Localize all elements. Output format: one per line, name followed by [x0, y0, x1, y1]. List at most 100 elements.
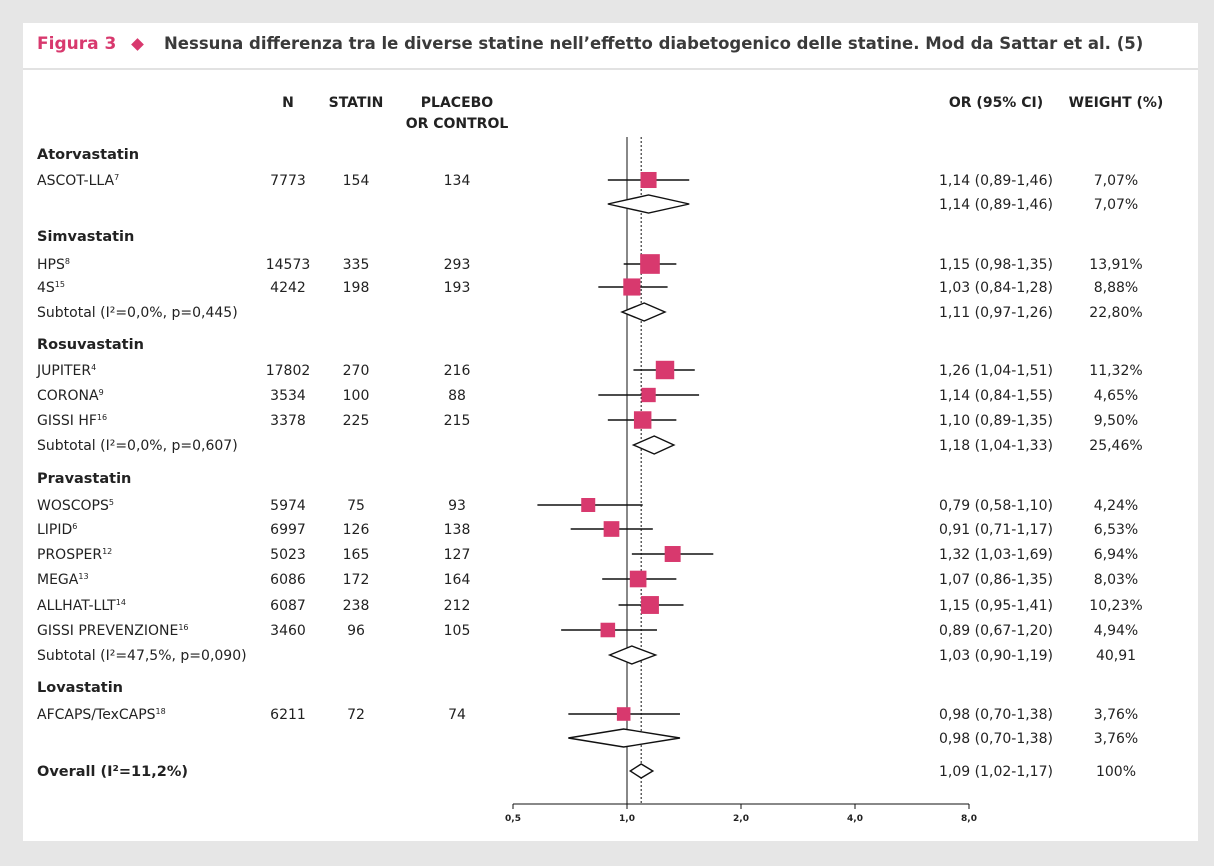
weight-text: 8,88% — [1094, 280, 1138, 296]
study-name: LIPID6 — [37, 522, 77, 538]
statin-events: 270 — [343, 363, 370, 379]
n-value: 7773 — [270, 173, 306, 189]
subtotal-diamond — [607, 194, 690, 214]
effect-square — [616, 707, 631, 721]
reference-superscript: 15 — [55, 280, 65, 289]
row-label: ASCOT-LLA — [37, 173, 114, 189]
n-value: 6211 — [270, 707, 306, 723]
weight-text: 25,46% — [1089, 438, 1142, 454]
column-header-or: OR (95% CI) — [949, 95, 1043, 111]
reference-superscript: 7 — [114, 173, 119, 182]
row-label: Subtotal (I²=0,0%, p=0,607) — [37, 438, 238, 454]
statin-events: 198 — [343, 280, 370, 296]
group-heading: Simvastatin — [37, 229, 134, 245]
row-label: LIPID — [37, 522, 72, 538]
or-ci-text: 1,18 (1,04-1,33) — [939, 438, 1053, 454]
weight-text: 22,80% — [1089, 305, 1142, 321]
study-name: CORONA9 — [37, 388, 104, 404]
study-name: 4S15 — [37, 280, 65, 296]
or-ci-text: 1,14 (0,89-1,46) — [939, 173, 1053, 189]
study-name: ASCOT-LLA7 — [37, 173, 119, 189]
column-header-weight: WEIGHT (%) — [1069, 95, 1164, 111]
reference-superscript: 18 — [156, 707, 166, 716]
study-name: GISSI PREVENZIONE16 — [37, 623, 189, 639]
figure-panel: Figura 3 Nessuna differenza tra le diver… — [23, 23, 1198, 841]
column-header-statin: STATIN — [329, 95, 384, 111]
weight-text: 7,07% — [1094, 197, 1138, 213]
weight-text: 4,94% — [1094, 623, 1138, 639]
effect-square — [641, 387, 656, 403]
subtotal-diamond — [631, 435, 676, 455]
column-header-control: OR CONTROL — [406, 116, 509, 132]
n-value: 17802 — [266, 363, 311, 379]
study-name: ALLHAT-LLT14 — [37, 598, 126, 614]
x-tick-label: 2,0 — [733, 814, 749, 824]
statin-events: 126 — [343, 522, 370, 538]
statin-events: 165 — [343, 547, 370, 563]
n-value: 14573 — [266, 257, 311, 273]
statin-events: 72 — [347, 707, 365, 723]
statin-events: 100 — [343, 388, 370, 404]
or-ci-text: 1,07 (0,86-1,35) — [939, 572, 1053, 588]
effect-square — [640, 171, 657, 189]
row-label: CORONA — [37, 388, 99, 404]
or-ci-text: 0,89 (0,67-1,20) — [939, 623, 1053, 639]
row-label: AFCAPS/TexCAPS — [37, 707, 156, 723]
reference-superscript: 12 — [102, 547, 112, 556]
effect-square — [603, 521, 620, 537]
overall-diamond — [628, 763, 655, 779]
row-label: PROSPER — [37, 547, 102, 563]
reference-superscript: 16 — [178, 623, 188, 632]
statin-events: 172 — [343, 572, 370, 588]
weight-text: 10,23% — [1089, 598, 1142, 614]
or-ci-text: 1,03 (0,90-1,19) — [939, 648, 1053, 664]
effect-square — [640, 254, 660, 274]
weight-text: 13,91% — [1089, 257, 1142, 273]
weight-text: 11,32% — [1089, 363, 1142, 379]
group-heading: Lovastatin — [37, 680, 123, 696]
row-label: GISSI HF — [37, 413, 97, 429]
column-header-placebo: PLACEBO — [421, 95, 494, 111]
statin-events: 225 — [343, 413, 370, 429]
n-value: 6997 — [270, 522, 306, 538]
effect-square — [664, 546, 681, 562]
study-name: WOSCOPS5 — [37, 498, 114, 514]
n-value: 4242 — [270, 280, 306, 296]
study-name: AFCAPS/TexCAPS18 — [37, 707, 166, 723]
placebo-events: 134 — [444, 173, 471, 189]
or-ci-text: 1,15 (0,95-1,41) — [939, 598, 1053, 614]
or-ci-text: 1,14 (0,89-1,46) — [939, 197, 1053, 213]
effect-square — [600, 622, 616, 638]
reference-superscript: 14 — [116, 598, 126, 607]
reference-superscript: 13 — [78, 572, 88, 581]
figure-title: Nessuna differenza tra le diverse statin… — [164, 34, 1144, 53]
reference-superscript: 16 — [97, 413, 107, 422]
x-tick-label: 0,5 — [505, 814, 521, 824]
statin-events: 75 — [347, 498, 365, 514]
x-tick-label: 4,0 — [847, 814, 863, 824]
subtotal-label: Subtotal (I²=0,0%, p=0,445) — [37, 305, 238, 321]
group-heading: Pravastatin — [37, 471, 131, 487]
group-heading: Atorvastatin — [37, 147, 139, 163]
effect-square — [629, 570, 647, 588]
weight-text: 40,91 — [1096, 648, 1136, 664]
effect-square — [641, 596, 659, 614]
figure-label: Figura 3 — [37, 34, 117, 54]
statin-events: 238 — [343, 598, 370, 614]
n-value: 3378 — [270, 413, 306, 429]
statin-events: 335 — [343, 257, 370, 273]
effect-square — [633, 411, 652, 429]
subtotal-label: Subtotal (I²=0,0%, p=0,607) — [37, 438, 238, 454]
row-label: HPS — [37, 257, 65, 273]
row-label: GISSI PREVENZIONE — [37, 623, 178, 639]
or-ci-text: 1,26 (1,04-1,51) — [939, 363, 1053, 379]
effect-square — [581, 497, 596, 513]
study-name: JUPITER4 — [36, 363, 96, 379]
weight-text: 9,50% — [1094, 413, 1138, 429]
placebo-events: 164 — [444, 572, 471, 588]
or-ci-text: 0,79 (0,58-1,10) — [939, 498, 1053, 514]
figure-header: Figura 3 Nessuna differenza tra le diver… — [23, 23, 1198, 70]
forest-plot: N STATIN PLACEBO OR CONTROL OR (95% CI) … — [36, 95, 1163, 824]
row-label: JUPITER — [36, 363, 91, 379]
column-headers: N STATIN PLACEBO OR CONTROL OR (95% CI) … — [282, 95, 1163, 132]
